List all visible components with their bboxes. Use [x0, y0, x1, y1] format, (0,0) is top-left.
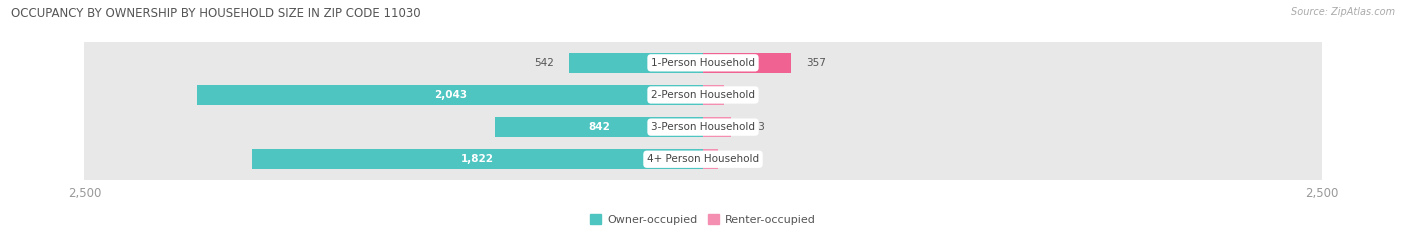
Legend: Owner-occupied, Renter-occupied: Owner-occupied, Renter-occupied [586, 210, 820, 229]
Text: 2-Person Household: 2-Person Household [651, 90, 755, 100]
Text: 62: 62 [733, 154, 747, 164]
Bar [703, 85, 724, 105]
Bar [84, 138, 1322, 180]
Bar [84, 74, 1322, 116]
Text: 86: 86 [740, 90, 752, 100]
Text: 357: 357 [806, 58, 827, 68]
Text: 1,822: 1,822 [461, 154, 494, 164]
Bar [495, 117, 703, 137]
Bar [84, 42, 1322, 84]
Bar [84, 106, 1322, 148]
Bar [703, 117, 731, 137]
Text: Source: ZipAtlas.com: Source: ZipAtlas.com [1291, 7, 1395, 17]
Text: 842: 842 [588, 122, 610, 132]
Bar [703, 149, 718, 169]
Bar [703, 53, 792, 73]
Text: 1-Person Household: 1-Person Household [651, 58, 755, 68]
Text: 2,043: 2,043 [433, 90, 467, 100]
Bar [252, 149, 703, 169]
Text: 3-Person Household: 3-Person Household [651, 122, 755, 132]
Text: OCCUPANCY BY OWNERSHIP BY HOUSEHOLD SIZE IN ZIP CODE 11030: OCCUPANCY BY OWNERSHIP BY HOUSEHOLD SIZE… [11, 7, 420, 20]
Bar [569, 53, 703, 73]
Text: 113: 113 [745, 122, 766, 132]
Text: 542: 542 [534, 58, 554, 68]
Bar [197, 85, 703, 105]
Text: 4+ Person Household: 4+ Person Household [647, 154, 759, 164]
